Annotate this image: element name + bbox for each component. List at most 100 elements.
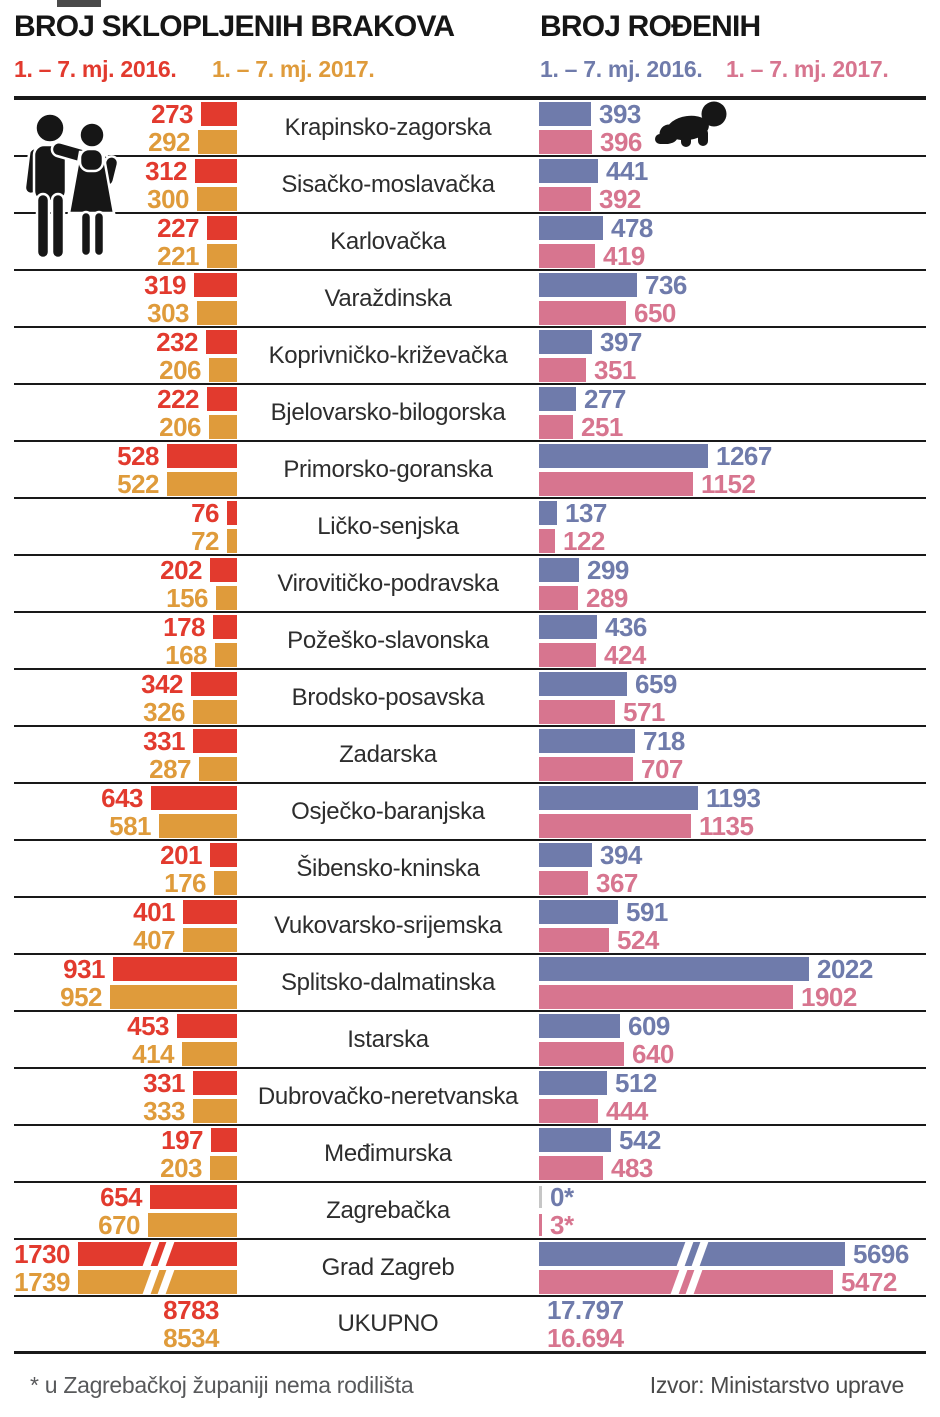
- birth-bars-zone: 1193 1135: [539, 784, 926, 839]
- birth-bar-line-b2017: 351: [539, 354, 926, 385]
- birth-bar-line-b2017: 16.694: [539, 1325, 926, 1351]
- birth-bars-zone: 436 424: [539, 613, 926, 668]
- marriage-bar-m2016: [227, 500, 237, 525]
- marriage-value-m2016: 401: [133, 896, 175, 927]
- marriage-bar-line-m2016: 8783: [14, 1297, 237, 1323]
- marriage-bar-m2016: [193, 1070, 237, 1095]
- birth-bar-line-b2016: 1267: [539, 443, 926, 469]
- birth-bar-line-b2016: 591: [539, 899, 926, 925]
- birth-bar-line-b2017: 367: [539, 870, 926, 896]
- marriage-value-m2016: 76: [191, 497, 219, 528]
- birth-value-b2017: 122: [563, 525, 605, 556]
- marriage-value-m2017: 581: [109, 810, 151, 841]
- birth-bar-line-b2017: 251: [539, 414, 926, 440]
- birth-bars-zone: 1267 1152: [539, 442, 926, 497]
- chart-table: 273 292 Krapinsko-zagorska 393 396 312 300 Sisa…: [14, 96, 926, 1354]
- birth-bar-b2016: [539, 1127, 611, 1152]
- marriage-bar-line-m2017: 168: [14, 642, 237, 668]
- birth-bar-line-b2017: 392: [539, 183, 926, 214]
- marriage-bar-m2016: [177, 1013, 237, 1038]
- birth-value-b2016: 542: [619, 1124, 661, 1155]
- marriage-bar-m2017: [78, 1269, 237, 1294]
- marriage-bar-m2017: [193, 1098, 237, 1123]
- birth-value-b2016: 436: [605, 611, 647, 642]
- marriage-bar-m2017: [159, 813, 237, 838]
- marriage-value-m2016: 331: [143, 1067, 185, 1098]
- county-row: 76 72 Ličko-senjska 137 122: [14, 499, 926, 556]
- marriage-value-m2017: 333: [143, 1095, 185, 1126]
- marriage-bars-zone: 178 168: [14, 613, 237, 668]
- county-label-zone: Grad Zagreb: [237, 1240, 539, 1295]
- birth-bar-b2017: [539, 1098, 598, 1123]
- marriage-bar-line-m2017: 292: [14, 129, 237, 155]
- birth-value-b2017: 483: [611, 1152, 653, 1183]
- birth-value-b2016: 394: [600, 839, 642, 870]
- marriage-bars-zone: 654 670: [14, 1183, 237, 1238]
- marriage-bars-zone: 227 221: [14, 214, 237, 269]
- birth-value-b2017: 351: [594, 354, 636, 385]
- birth-bar-line-b2017: 650: [539, 300, 926, 326]
- birth-bar-line-b2016: 609: [539, 1013, 926, 1039]
- marriage-bar-line-m2017: 300: [14, 183, 237, 214]
- county-label-zone: Šibensko-kninska: [237, 841, 539, 896]
- county-label-zone: Istarska: [237, 1012, 539, 1067]
- county-row: 643 581 Osječko-baranjska 1193 1135: [14, 784, 926, 841]
- logo-fragment: [57, 0, 101, 7]
- marriage-value-m2017: 303: [147, 297, 189, 328]
- marriage-bar-line-m2016: 654: [14, 1184, 237, 1210]
- marriage-bars-zone: 76 72: [14, 499, 237, 554]
- birth-value-b2016: 718: [643, 725, 685, 756]
- marriage-value-m2016: 197: [161, 1124, 203, 1155]
- marriage-value-m2017: 176: [164, 867, 206, 898]
- marriage-bar-line-m2017: 407: [14, 927, 237, 953]
- birth-bars-zone: 394 367: [539, 841, 926, 896]
- marriage-bar-m2017: [110, 984, 237, 1009]
- county-label: Istarska: [347, 1025, 429, 1053]
- marriage-bar-m2016: [194, 272, 237, 297]
- marriage-bar-line-m2016: 453: [14, 1013, 237, 1039]
- marriage-bars-zone: 202 156: [14, 556, 237, 611]
- county-label: Zadarska: [339, 740, 437, 768]
- birth-bars-zone: 137 122: [539, 499, 926, 554]
- county-label: Osječko-baranjska: [291, 797, 485, 825]
- birth-value-b2016: 0*: [550, 1181, 574, 1212]
- marriage-value-m2016: 643: [101, 782, 143, 813]
- marriage-bar-m2017: [193, 699, 237, 724]
- birth-bar-b2016: [539, 956, 809, 981]
- birth-bar-line-b2016: 1193: [539, 785, 926, 811]
- birth-value-b2017: 524: [617, 924, 659, 955]
- birth-value-b2017: 289: [586, 582, 628, 613]
- marriage-bars-zone: 222 206: [14, 385, 237, 440]
- marriage-bars-zone: 201 176: [14, 841, 237, 896]
- birth-bars-zone: 5696 5472: [539, 1240, 926, 1295]
- birth-bar-line-b2017: 396: [539, 129, 926, 155]
- birth-bar-line-b2016: 659: [539, 671, 926, 697]
- marriage-bar-m2017: [148, 1212, 237, 1237]
- marriage-value-m2017: 300: [147, 183, 189, 214]
- birth-bar-line-b2017: 122: [539, 525, 926, 556]
- birth-bar-b2016: [539, 899, 618, 924]
- birth-value-b2016: 736: [645, 269, 687, 300]
- birth-bar-b2016: [539, 671, 627, 696]
- marriage-bar-m2017: [214, 870, 237, 895]
- title-births: BROJ ROĐENIH: [540, 10, 761, 43]
- birth-bar-line-b2017: 571: [539, 699, 926, 725]
- marriage-bar-m2017: [183, 927, 237, 952]
- marriage-bar-line-m2016: 1730: [14, 1241, 237, 1267]
- county-row: 202 156 Virovitičko-podravska 299 289: [14, 556, 926, 613]
- marriage-bar-line-m2016: 331: [14, 728, 237, 754]
- county-label-zone: Zadarska: [237, 727, 539, 782]
- county-label-zone: Virovitičko-podravska: [237, 556, 539, 611]
- birth-value-b2017: 392: [599, 183, 641, 214]
- birth-value-b2017: 707: [641, 753, 683, 784]
- birth-bar-line-b2017: 419: [539, 243, 926, 269]
- county-label: Vukovarsko-srijemska: [274, 911, 502, 939]
- marriage-bars-zone: 528 522: [14, 442, 237, 497]
- total-row: 8783 8534 UKUPNO 17.797 16.694: [14, 1297, 926, 1354]
- birth-bar-line-b2016: 736: [539, 269, 926, 300]
- birth-value-b2016: 397: [600, 326, 642, 357]
- birth-bars-zone: 0* 3*: [539, 1183, 926, 1238]
- birth-bar-b2016: [539, 557, 579, 582]
- marriage-value-m2016: 273: [151, 98, 193, 129]
- marriage-value-m2017: 8534: [163, 1323, 219, 1353]
